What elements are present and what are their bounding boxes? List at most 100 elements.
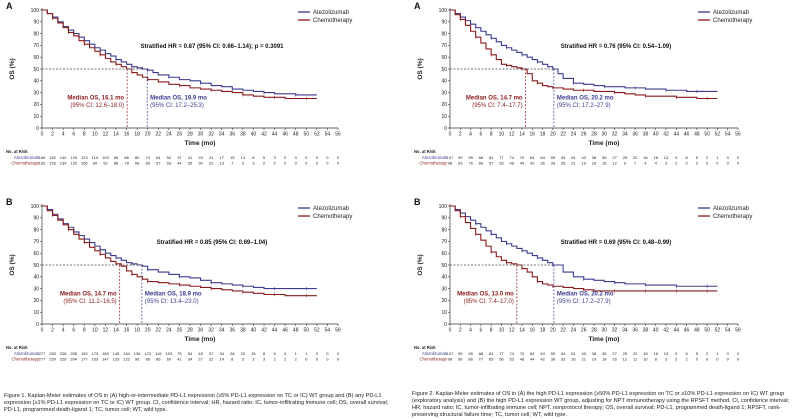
y-axis-title: OS (%) <box>417 254 424 275</box>
x-tick-label: 38 <box>643 328 649 334</box>
risk-table-value: 64 <box>540 155 545 160</box>
risk-table-value: 36 <box>602 351 607 356</box>
x-tick-label: 16 <box>124 328 130 334</box>
risk-table-value: 2 <box>284 357 287 362</box>
x-tick-label: 28 <box>591 328 597 334</box>
figure1-panel-a: A 0 10 20 30 40 50 60 70 80 90 100 0 2 4 6 8 10 12 14 16 18 20… <box>0 0 400 196</box>
risk-table-value: 163 <box>92 357 99 362</box>
risk-table-value: 22 <box>633 351 638 356</box>
y-tick-label: 20 <box>33 102 39 108</box>
risk-table-value: 226 <box>60 357 67 362</box>
risk-table-value: 2 <box>706 351 709 356</box>
x-tick-label: 20 <box>145 132 151 138</box>
risk-table-value: 13 <box>219 161 224 166</box>
risk-table-value: 14 <box>219 357 224 362</box>
risk-table-value: 2 <box>675 161 678 166</box>
y-tick-label: 90 <box>441 20 447 26</box>
risk-table-value: 277 <box>39 351 46 356</box>
y-tick-label: 10 <box>33 310 39 316</box>
x-tick-label: 18 <box>540 132 546 138</box>
y-tick-label: 10 <box>441 114 447 120</box>
x-tick-label: 10 <box>92 328 98 334</box>
risk-table-value: 95 <box>468 351 473 356</box>
median-ci: (95% CI: 17.2–27.9) <box>557 103 611 109</box>
risk-table-value: 103 <box>102 155 109 160</box>
y-tick-label: 40 <box>441 275 447 281</box>
risk-table-value: 8 <box>655 357 658 362</box>
median-annotation-atezolizumab: Median OS, 20.2 mo (95% CI: 17.2–27.9) <box>557 292 614 306</box>
median-value: Median OS, 20.2 mo <box>557 96 614 102</box>
x-tick-label: 6 <box>479 132 482 138</box>
risk-table-value: 3 <box>252 161 255 166</box>
x-tick-label: 50 <box>704 328 710 334</box>
risk-table-value: 0 <box>696 357 699 362</box>
x-tick-label: 20 <box>550 328 556 334</box>
risk-table-value: 96 <box>135 357 140 362</box>
risk-table-value: 0 <box>716 357 719 362</box>
risk-table-value: 116 <box>155 351 162 356</box>
risk-table-value: 8 <box>263 351 266 356</box>
x-tick-label: 14 <box>519 132 525 138</box>
risk-table-value: 0 <box>316 357 319 362</box>
risk-table-value: 64 <box>540 351 545 356</box>
x-tick-label: 16 <box>530 328 536 334</box>
risk-table-value: 53 <box>167 161 172 166</box>
risk-table-value: 0 <box>727 357 730 362</box>
risk-table-value: 92 <box>103 161 108 166</box>
risk-table-title: No. at Risk <box>6 345 28 350</box>
risk-table-value: 68 <box>135 161 140 166</box>
x-tick-label: 22 <box>156 328 162 334</box>
x-tick-label: 38 <box>240 328 246 334</box>
x-tick-label: 22 <box>560 132 566 138</box>
y-tick-label: 50 <box>441 263 447 269</box>
x-tick-label: 8 <box>83 132 86 138</box>
x-tick-label: 18 <box>540 328 546 334</box>
x-tick-label: 14 <box>519 328 525 334</box>
y-tick-label: 40 <box>441 79 447 85</box>
y-tick-label: 90 <box>33 20 39 26</box>
risk-table-value: 0 <box>305 357 308 362</box>
x-tick-label: 46 <box>282 328 288 334</box>
x-tick-label: 34 <box>622 328 628 334</box>
risk-table-value: 0 <box>706 357 709 362</box>
risk-table-value: 60 <box>167 357 172 362</box>
x-axis-title: Time (mo) <box>589 336 620 343</box>
risk-table-value: 95 <box>468 155 473 160</box>
x-tick-label: 28 <box>591 132 597 138</box>
risk-table-value: 0 <box>284 155 287 160</box>
risk-table-row-label: Chemotherapy <box>420 161 448 166</box>
risk-table-value: 25 <box>623 351 628 356</box>
risk-table-value: 33 <box>561 357 566 362</box>
x-tick-label: 32 <box>612 328 618 334</box>
risk-table-value: 60 <box>145 161 150 166</box>
risk-table-value: 44 <box>177 161 182 166</box>
risk-table-value: 6 <box>685 155 688 160</box>
legend-label-atezolizumab: Atezolizumab <box>313 10 350 16</box>
risk-table-value: 54 <box>188 351 193 356</box>
x-tick-label: 26 <box>177 132 183 138</box>
risk-table-value: 114 <box>92 155 99 160</box>
risk-table-value: 9 <box>675 351 678 356</box>
risk-table-value: 19 <box>592 357 597 362</box>
y-axis-title: OS (%) <box>9 254 16 275</box>
risk-table-value: 0 <box>316 351 319 356</box>
x-tick-label: 4 <box>62 328 65 334</box>
legend-label-chemotherapy: Chemotherapy <box>313 18 352 24</box>
risk-table-value: 103 <box>166 351 173 356</box>
risk-table-value: 0 <box>295 161 298 166</box>
y-tick-label: 100 <box>439 8 448 14</box>
risk-table-value: 64 <box>530 155 535 160</box>
risk-table-value: 56 <box>499 357 504 362</box>
risk-table-value: 28 <box>230 351 235 356</box>
x-tick-label: 4 <box>469 328 472 334</box>
y-tick-label: 30 <box>441 286 447 292</box>
risk-table-value: 96 <box>114 155 119 160</box>
x-tick-label: 12 <box>509 132 515 138</box>
risk-table-value: 259 <box>49 357 56 362</box>
risk-table-value: 107 <box>447 351 454 356</box>
risk-table-row-label: Atezolizumab <box>14 155 40 160</box>
legend-label-chemotherapy: Chemotherapy <box>713 214 752 220</box>
risk-table-value: 16 <box>653 351 658 356</box>
x-tick-label: 56 <box>335 132 341 138</box>
risk-table-value: 2 <box>295 357 298 362</box>
